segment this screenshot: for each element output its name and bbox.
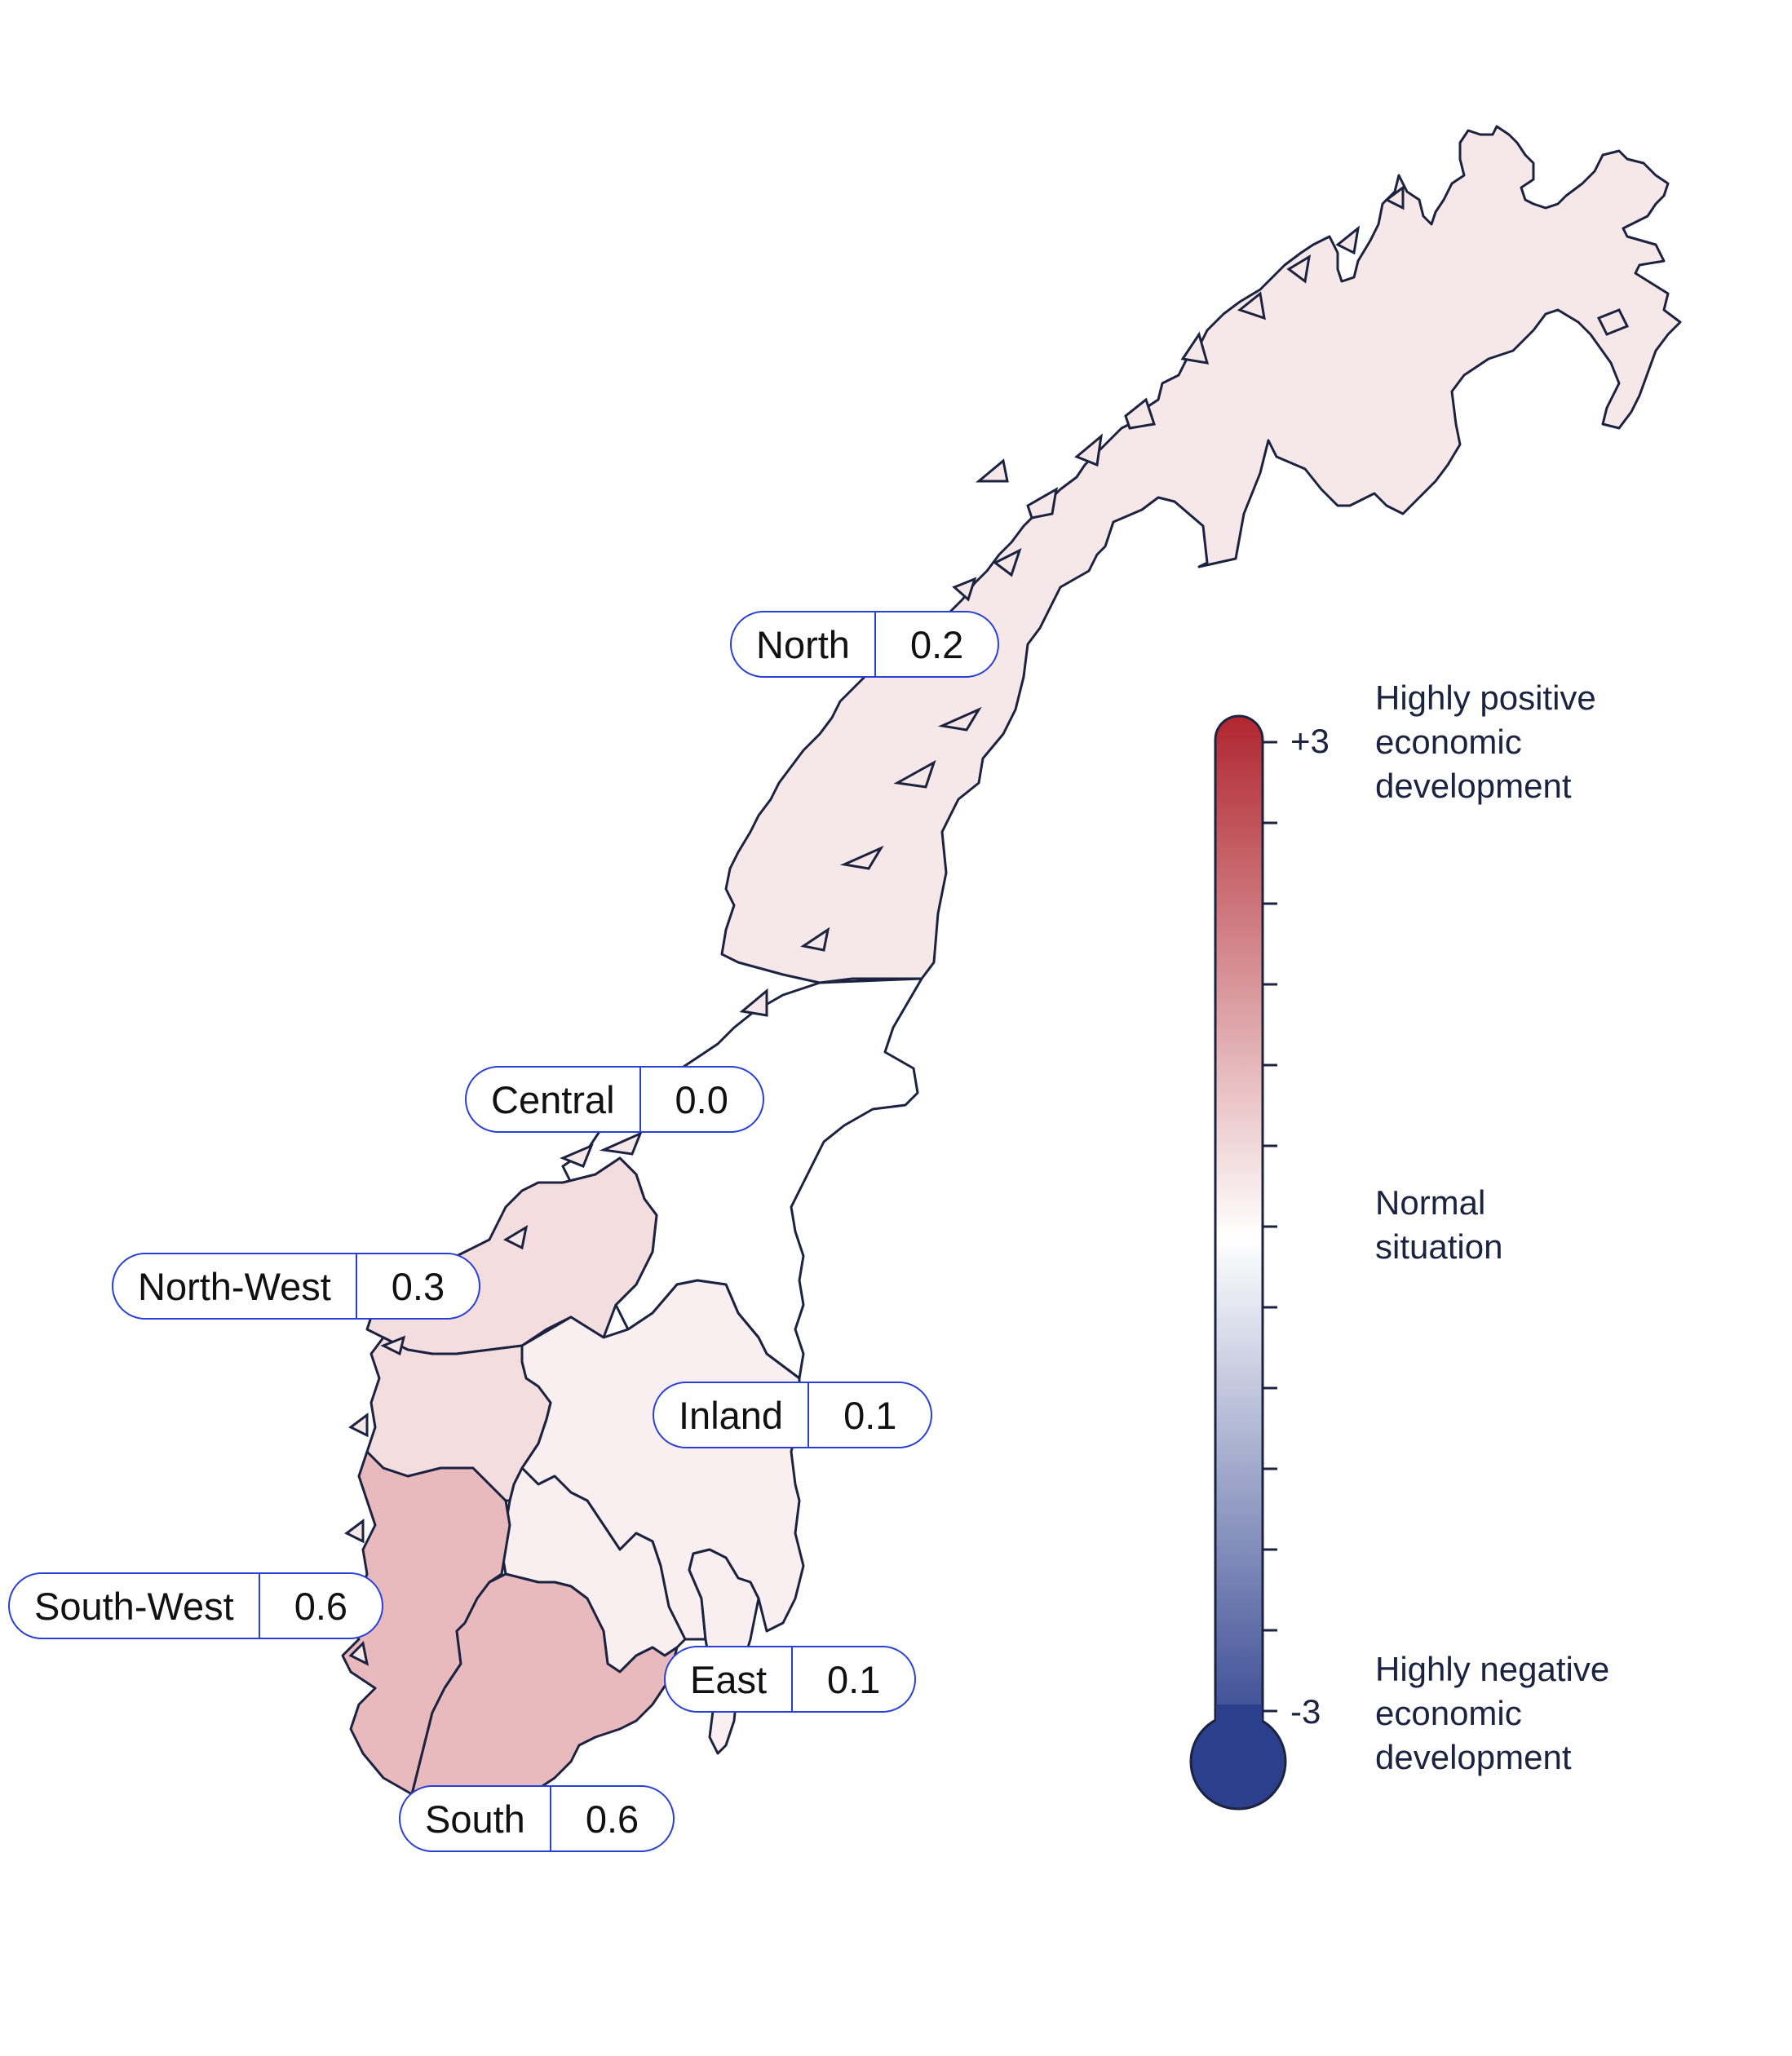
- legend-thermometer: [1189, 714, 1287, 1811]
- legend-top-line-3: development: [1375, 767, 1572, 805]
- label-inland-value: 0.1: [843, 1393, 897, 1437]
- legend-top-text: Highly positive economic development: [1375, 676, 1596, 808]
- legend-bottom-line-2: economic: [1375, 1694, 1522, 1732]
- label-north-name: North: [732, 612, 876, 676]
- label-east-name: East: [666, 1647, 794, 1711]
- legend-middle-line-2: situation: [1375, 1227, 1503, 1266]
- label-north-west-name: North-West: [113, 1254, 357, 1318]
- legend-middle-line-1: Normal: [1375, 1183, 1486, 1222]
- label-north-value: 0.2: [909, 622, 964, 666]
- label-east-value: 0.1: [827, 1657, 881, 1701]
- label-east[interactable]: East 0.1: [664, 1646, 917, 1713]
- region-north[interactable]: [720, 125, 1682, 984]
- label-south-west-name: South-West: [10, 1574, 260, 1638]
- legend-max-label: +3: [1290, 722, 1330, 760]
- label-central-value: 0.0: [675, 1077, 728, 1121]
- legend-top-line-1: Highly positive: [1375, 679, 1596, 717]
- label-north-west-value: 0.3: [391, 1264, 445, 1308]
- region-north-west-south[interactable]: [365, 1336, 552, 1502]
- legend-bottom-line-3: development: [1375, 1738, 1572, 1776]
- label-south-value: 0.6: [585, 1797, 639, 1841]
- label-south[interactable]: South 0.6: [399, 1785, 675, 1852]
- legend-min-label: -3: [1290, 1692, 1321, 1731]
- label-central[interactable]: Central 0.0: [465, 1066, 764, 1133]
- region-south[interactable]: [410, 1572, 679, 1804]
- label-south-name: South: [400, 1787, 551, 1850]
- legend-bottom-line-1: Highly negative: [1375, 1650, 1610, 1688]
- label-central-name: Central: [467, 1068, 641, 1131]
- legend-top-line-2: economic: [1375, 723, 1522, 761]
- label-north-west[interactable]: North-West 0.3: [112, 1253, 481, 1320]
- legend-middle-text: Normal situation: [1375, 1181, 1502, 1269]
- legend-ticks: [1263, 741, 1277, 1713]
- coastal-islands: [344, 185, 1630, 1666]
- legend-bottom-text: Highly negative economic development: [1375, 1647, 1609, 1780]
- label-inland-name: Inland: [654, 1383, 810, 1447]
- label-south-west-value: 0.6: [294, 1584, 348, 1628]
- label-south-west[interactable]: South-West 0.6: [8, 1572, 384, 1639]
- label-north[interactable]: North 0.2: [730, 611, 1000, 678]
- label-inland[interactable]: Inland 0.1: [653, 1382, 933, 1448]
